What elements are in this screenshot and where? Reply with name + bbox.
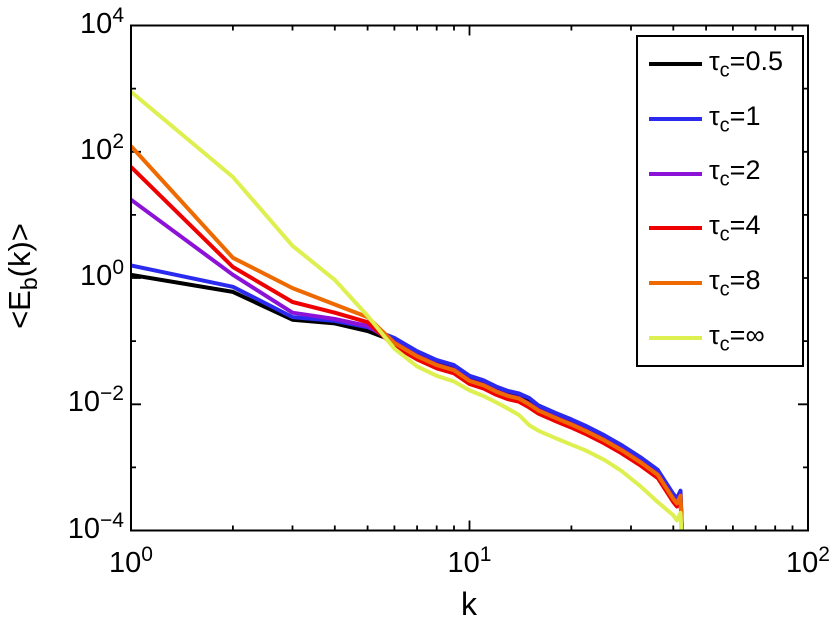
legend-entry-tau-8: τc=8: [638, 256, 802, 311]
xtick-label-0: 100: [109, 543, 153, 579]
legend-box: τc=0.5 τc=1 τc=2 τc=4 τc=8 τc=∞: [636, 35, 804, 367]
ytick-label-−4: 10−4: [67, 508, 124, 545]
xtick-label-1: 101: [447, 543, 492, 579]
xtick-label-2: 102: [786, 543, 830, 579]
legend-entry-tau-4: τc=4: [638, 201, 802, 256]
legend-label-tau-inf: τc=∞: [709, 319, 765, 355]
curve-tau-inf: [131, 90, 684, 531]
plot-border: [130, 24, 809, 532]
legend-line-sample-tau-2: [649, 171, 702, 176]
ytick-label-4: 104: [80, 3, 124, 40]
legend-label-tau-2: τc=2: [709, 155, 761, 191]
curve-tau-0.5: [131, 272, 684, 531]
legend-label-tau-4: τc=4: [709, 210, 761, 246]
x-axis-label: k: [461, 586, 477, 622]
legend-line-sample-tau-1: [649, 117, 702, 121]
curve-tau-4: [131, 165, 684, 531]
ytick-label-−2: 10−2: [67, 382, 124, 419]
legend-line-sample-tau-0.5: [649, 62, 702, 67]
legend-label-tau-1: τc=1: [709, 100, 761, 137]
legend-entry-tau-0.5: τc=0.5: [638, 37, 802, 92]
curve-tau-2: [131, 198, 684, 531]
ytick-label-2: 102: [80, 129, 124, 166]
curve-tau-8: [131, 144, 684, 531]
legend-label-tau-0.5: τc=0.5: [709, 46, 783, 82]
curve-tau-1: [131, 263, 685, 531]
legend-entry-tau-inf: τc=∞: [638, 310, 802, 365]
legend-line-sample-tau-8: [649, 281, 702, 286]
legend-entry-tau-2: τc=2: [638, 146, 802, 201]
y-axis-label: <Eb(k)>: [2, 223, 43, 329]
legend-label-tau-8: τc=8: [709, 264, 761, 301]
legend-entry-tau-1: τc=1: [638, 92, 802, 147]
ytick-label-0: 100: [80, 256, 124, 292]
legend-line-sample-tau-4: [649, 226, 702, 231]
legend-line-sample-tau-inf: [649, 335, 702, 340]
